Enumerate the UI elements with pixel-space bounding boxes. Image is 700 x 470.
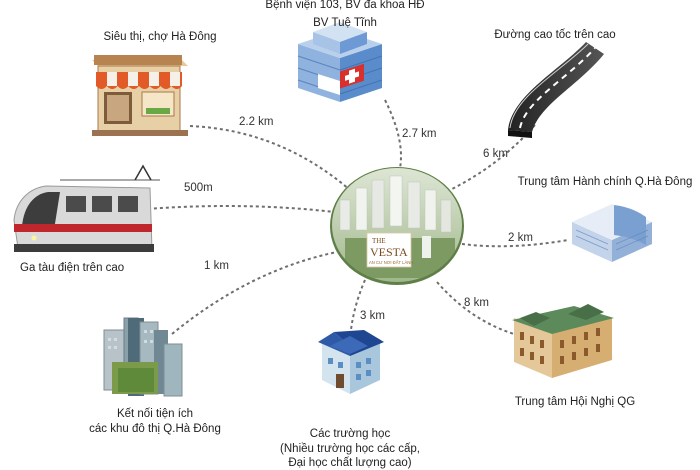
connector-hospital xyxy=(384,99,402,169)
admin-building-icon xyxy=(572,204,652,262)
connector-admin xyxy=(461,239,569,248)
market-icon xyxy=(92,55,188,136)
train-icon xyxy=(13,164,160,252)
logo-name: VESTA xyxy=(370,245,408,259)
distance-hospital: 2.7 km xyxy=(402,128,437,140)
connector-urban xyxy=(171,251,338,335)
highway-icon xyxy=(508,42,604,138)
connector-convention xyxy=(436,281,515,335)
distance-convention: 8 km xyxy=(464,297,489,309)
vesta-logo xyxy=(366,232,412,268)
label-school-2: (Nhiều trường học các cấp, xyxy=(280,443,420,455)
label-highway: Đường cao tốc trên cao xyxy=(494,29,616,41)
distance-admin: 2 km xyxy=(508,232,533,244)
distance-urban: 1 km xyxy=(204,260,229,272)
label-urban: Kết nối tiện ích xyxy=(116,408,194,420)
distance-school: 3 km xyxy=(360,310,385,322)
label-hospital-2: BV Tuệ Tĩnh xyxy=(313,17,377,29)
vesta-hub: THE VESTA AN CƯ NƠI ĐẤT LÀNH xyxy=(330,167,464,285)
label-hospital: Bệnh viện 103, BV đa khoa HĐ xyxy=(265,0,425,11)
label-urban-2: các khu đô thị Q.Hà Đông xyxy=(89,423,221,435)
logo-top: THE xyxy=(372,237,386,245)
distance-highway: 6 km xyxy=(483,148,508,160)
label-market: Siêu thị, chợ Hà Đông xyxy=(103,31,217,43)
distance-market: 2.2 km xyxy=(239,116,274,128)
connector-school xyxy=(349,279,366,341)
connector-lines xyxy=(111,99,569,341)
label-convention: Trung tâm Hội Nghị QG xyxy=(514,396,636,408)
convention-center-icon xyxy=(512,304,614,378)
school-icon xyxy=(318,330,384,394)
hospital-icon xyxy=(297,22,383,102)
label-admin: Trung tâm Hành chính Q.Hà Đông xyxy=(517,176,693,188)
distance-train: 500m xyxy=(184,182,213,194)
label-train: Ga tàu điện trên cao xyxy=(20,262,125,274)
connector-market xyxy=(189,125,351,191)
connector-train xyxy=(111,205,335,213)
label-school: Các trường học xyxy=(309,428,391,440)
logo-tagline: AN CƯ NƠI ĐẤT LÀNH xyxy=(369,260,413,265)
city-towers-icon xyxy=(103,317,183,397)
label-school-3: Đại học chất lượng cao) xyxy=(288,457,412,469)
